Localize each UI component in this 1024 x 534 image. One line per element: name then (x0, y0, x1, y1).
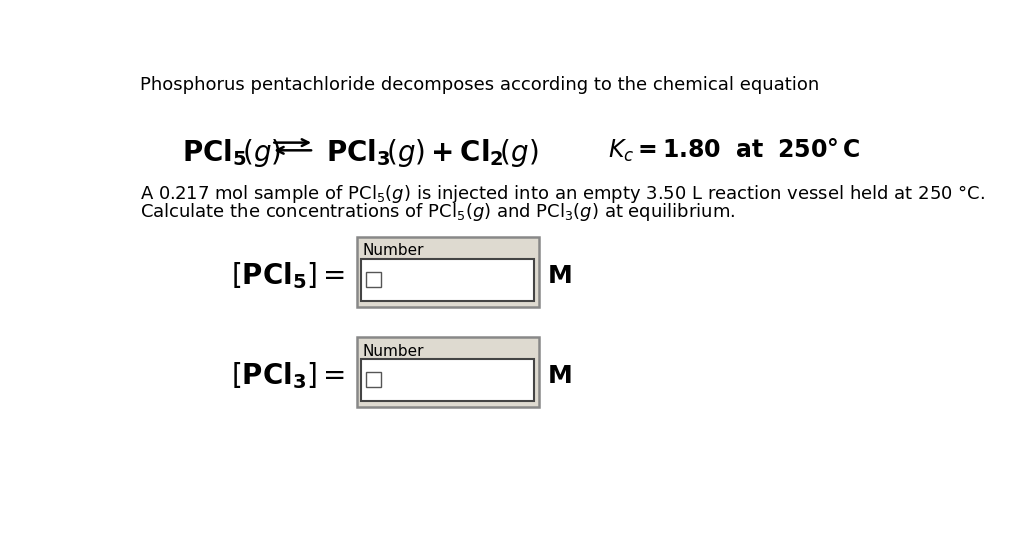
Text: Calculate the concentrations of PCl$_5$($g$) and PCl$_3$($g$) at equilibrium.: Calculate the concentrations of PCl$_5$(… (139, 201, 735, 223)
FancyBboxPatch shape (361, 259, 535, 301)
FancyBboxPatch shape (366, 372, 381, 387)
Text: M: M (548, 364, 572, 388)
Text: $\mathbf{PCl_3\!\left(\mathit{g}\right) + Cl_2\!\left(\mathit{g}\right)}$: $\mathbf{PCl_3\!\left(\mathit{g}\right) … (326, 137, 538, 169)
FancyBboxPatch shape (366, 272, 381, 287)
Text: $\mathit{K}_{\mathit{c}}$$\mathbf{= 1.80}$  $\mathbf{at}$  $\mathbf{250°\,C}$: $\mathit{K}_{\mathit{c}}$$\mathbf{= 1.80… (608, 137, 861, 164)
Text: M: M (548, 264, 572, 288)
FancyBboxPatch shape (356, 237, 539, 307)
Text: $\left[\mathbf{PCl_5}\right]=$: $\left[\mathbf{PCl_5}\right]=$ (230, 261, 345, 291)
Text: $\left[\mathbf{PCl_3}\right]=$: $\left[\mathbf{PCl_3}\right]=$ (230, 360, 345, 391)
FancyBboxPatch shape (356, 337, 539, 407)
FancyBboxPatch shape (361, 359, 535, 402)
Text: Number: Number (362, 244, 424, 258)
Text: $\mathbf{PCl_5\!\left(\mathit{g}\right)}$: $\mathbf{PCl_5\!\left(\mathit{g}\right)}… (182, 137, 282, 169)
Text: A 0.217 mol sample of PCl$_5$($g$) is injected into an empty 3.50 L reaction ves: A 0.217 mol sample of PCl$_5$($g$) is in… (139, 184, 985, 206)
Text: Number: Number (362, 343, 424, 359)
Text: Phosphorus pentachloride decomposes according to the chemical equation: Phosphorus pentachloride decomposes acco… (139, 76, 819, 93)
